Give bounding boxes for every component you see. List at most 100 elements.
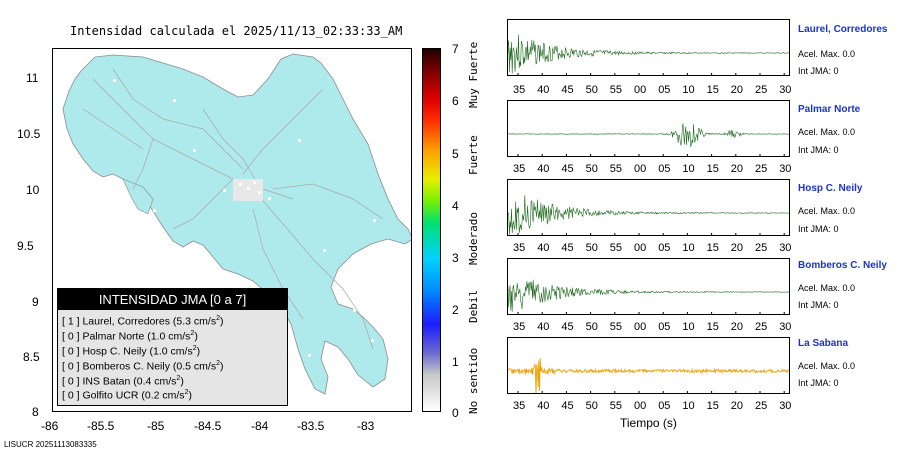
waveform-trace <box>508 34 789 74</box>
station-name: La Sabana <box>798 338 849 349</box>
map-ytick: 10.5 <box>17 127 41 141</box>
waveform-xtick: 20 <box>730 400 744 412</box>
waveform-panel <box>507 337 790 394</box>
legend-close: ) <box>220 315 224 328</box>
station-jma: Int JMA: 0 <box>798 145 839 155</box>
waveform-xtick: 15 <box>706 84 719 96</box>
waveform-xtick: 05 <box>658 321 671 333</box>
waveform-xtick: 25 <box>755 321 768 333</box>
colorbar-label: No sentido <box>467 347 480 414</box>
waveform-xtick: 10 <box>682 84 695 96</box>
legend-close: ) <box>196 345 201 358</box>
map-xtick: -85.5 <box>87 419 115 433</box>
legend-value: (5.3 cm/s <box>172 315 217 328</box>
colorbar-label: Moderado <box>467 212 480 265</box>
waveform-xtick: 25 <box>755 400 768 412</box>
map-ytick: 8.5 <box>23 350 40 364</box>
waveform-xtick: 35 <box>513 400 526 412</box>
colorbar-label: Fuerte <box>467 135 480 175</box>
waveform-xtick: 50 <box>585 242 598 254</box>
legend-value: (0.5 cm/s <box>172 360 217 373</box>
map-xtick: -84 <box>251 419 269 433</box>
intensity-legend: INTENSIDAD JMA [0 a 7] [ 1 ] Laurel, Cor… <box>57 288 288 406</box>
waveform-xtick: 10 <box>682 242 695 254</box>
intensity-colorbar <box>422 48 441 412</box>
station-jma: Int JMA: 0 <box>798 66 839 76</box>
waveform-xtick: 25 <box>755 84 768 96</box>
footer-code: LISUCR 20251113083335 <box>4 440 97 449</box>
waveform-xtick: 10 <box>682 321 695 333</box>
waveform-xtick: 20 <box>730 242 744 254</box>
waveform-xtick: 35 <box>513 242 526 254</box>
waveform-xtick: 55 <box>609 400 623 412</box>
map-xtick: -84.5 <box>194 419 222 433</box>
legend-exp: 2 <box>216 360 220 367</box>
waveform-xtick: 35 <box>513 84 526 96</box>
legend-row: [ 0 ] Golfito UCR (0.2 cm/s2) <box>62 389 192 402</box>
waveform-xtick: 20 <box>730 84 744 96</box>
legend-row: [ 0 ] Palmar Norte (1.0 cm/s2) <box>62 330 198 343</box>
waveform-xtick: 40 <box>537 400 550 412</box>
legend-row: [ 0 ] Bomberos C. Neily (0.5 cm/s2) <box>62 360 223 373</box>
waveform-xtick: 10 <box>682 163 695 175</box>
map-xtick: -86 <box>41 419 59 433</box>
legend-row: [ 0 ] Hosp C. Neily (1.0 cm/s2) <box>62 345 200 358</box>
station-name: Palmar Norte <box>798 104 861 115</box>
waveform-xtick: 00 <box>634 242 647 254</box>
legend-level: [ 1 ] <box>62 315 80 328</box>
colorbar-tick: 6 <box>452 94 459 108</box>
colorbar-label: Muy Fuerte <box>467 41 480 108</box>
colorbar-tick: 2 <box>452 303 459 317</box>
colorbar-tick: 3 <box>452 251 459 265</box>
waveform-panel <box>507 179 790 236</box>
colorbar-tick: 5 <box>452 147 459 161</box>
legend-station: Palmar Norte <box>82 330 145 343</box>
waveform-xtick: 50 <box>585 321 598 333</box>
map-xtick: -85 <box>147 419 165 433</box>
waveform-panel <box>507 19 790 76</box>
waveform-trace <box>508 123 789 147</box>
legend-exp: 2 <box>184 389 189 396</box>
waveform-xtick: 40 <box>537 163 550 175</box>
map-title: Intensidad calculada el 2025/11/13_02:33… <box>70 24 403 38</box>
colorbar-tick: 1 <box>452 355 459 369</box>
waveform-xtick: 25 <box>755 242 768 254</box>
waveform-xtick: 15 <box>706 400 719 412</box>
waveform-xtick: 35 <box>513 163 526 175</box>
waveform-xtick: 35 <box>513 321 526 333</box>
waveform-xtick: 05 <box>658 84 671 96</box>
waveform-xtick: 15 <box>706 321 719 333</box>
legend-level: [ 0 ] <box>62 330 80 343</box>
waveform-xtick: 45 <box>561 163 574 175</box>
legend-close: ) <box>219 360 224 373</box>
legend-exp: 2 <box>216 315 220 322</box>
colorbar-label: Debil <box>467 289 480 323</box>
waveform-xtick: 10 <box>682 400 695 412</box>
waveform-trace <box>508 358 789 393</box>
legend-value: (1.0 cm/s <box>149 345 193 358</box>
waveform-xtick: 30 <box>779 163 792 175</box>
map-ytick: 9.5 <box>17 239 34 253</box>
legend-station: Laurel, Corredores <box>82 315 170 328</box>
legend-value: (0.4 cm/s <box>133 375 177 388</box>
legend-row: [ 1 ] Laurel, Corredores (5.3 cm/s2) <box>62 315 224 328</box>
station-name: Laurel, Corredores <box>798 24 888 35</box>
station-acel: Acel. Max. 0.0 <box>798 361 856 371</box>
legend-value: (0.2 cm/s <box>141 389 185 402</box>
waveform-xtick: 45 <box>561 84 574 96</box>
legend-level: [ 0 ] <box>62 345 80 358</box>
map-ytick: 11 <box>26 71 39 85</box>
legend-close: ) <box>188 389 192 402</box>
waveform-xtick: 00 <box>634 163 647 175</box>
station-acel: Acel. Max. 0.0 <box>798 206 856 216</box>
waveform-xtick: 30 <box>779 242 792 254</box>
waveform-xtick: 30 <box>779 321 792 333</box>
waveform-xtick: 20 <box>730 163 744 175</box>
legend-header: INTENSIDAD JMA [0 a 7] <box>58 289 287 310</box>
legend-row: [ 0 ] INS Batan (0.4 cm/s2) <box>62 375 184 388</box>
waveform-xtick: 20 <box>730 321 744 333</box>
station-acel: Acel. Max. 0.0 <box>798 283 856 293</box>
legend-close: ) <box>180 375 184 388</box>
waveform-xtick: 50 <box>585 84 598 96</box>
waveform-x-axis-title: Tiempo (s) <box>620 416 677 430</box>
